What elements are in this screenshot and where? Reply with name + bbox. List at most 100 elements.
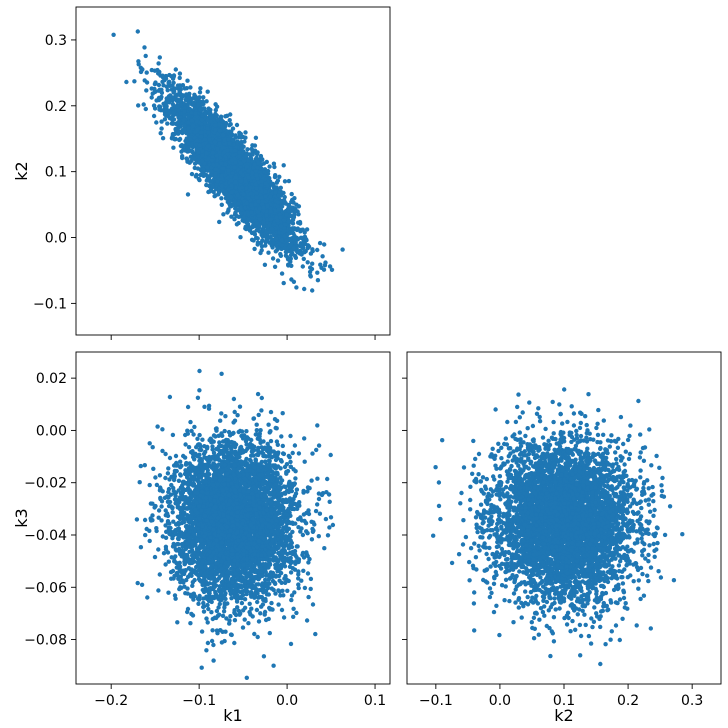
scatter-point — [172, 86, 177, 91]
scatter-point — [177, 136, 183, 142]
scatter-point — [278, 215, 283, 220]
scatter-point — [238, 210, 244, 216]
scatter-point — [241, 159, 247, 164]
scatter-point — [267, 222, 272, 228]
scatter-point — [136, 103, 141, 108]
scatter-point — [282, 194, 287, 200]
scatter-point — [235, 192, 240, 198]
scatter-point — [177, 71, 183, 76]
scatter-point — [213, 171, 218, 176]
scatter-point — [181, 117, 186, 123]
scatter-point — [301, 256, 306, 262]
scatter-point — [257, 217, 263, 222]
scatter-point — [228, 194, 234, 200]
scatter-point — [194, 138, 200, 143]
scatter-point — [259, 244, 265, 249]
scatter-point — [246, 158, 251, 163]
scatter-point — [267, 164, 272, 169]
scatter-point — [243, 130, 248, 135]
scatter-point — [292, 196, 297, 201]
scatter-point — [175, 97, 180, 102]
scatter-point — [182, 101, 187, 107]
scatter-point — [215, 117, 221, 123]
scatter-point — [233, 160, 238, 165]
scatter-point — [281, 218, 287, 223]
scatter-point — [263, 243, 268, 248]
scatter-point — [238, 235, 243, 240]
scatter-point — [255, 236, 260, 241]
scatter-point — [304, 227, 310, 232]
scatter-point — [149, 95, 154, 100]
scatter-point — [227, 118, 232, 123]
scatter-point — [275, 258, 281, 263]
scatter-point — [171, 74, 176, 79]
scatter-point — [213, 107, 218, 113]
scatter-point — [162, 117, 168, 122]
scatter-point — [206, 189, 211, 195]
scatter-point — [200, 102, 205, 107]
scatter-point — [238, 179, 244, 184]
scatter-point — [210, 144, 215, 149]
scatter-point — [192, 165, 197, 171]
scatter-point — [144, 70, 149, 75]
scatter-point — [238, 161, 244, 166]
scatter-point — [288, 227, 294, 232]
scatter-point — [212, 139, 218, 145]
scatter-point — [132, 79, 137, 84]
scatter-point — [253, 201, 258, 207]
scatter-point — [182, 109, 187, 114]
scatter-point — [210, 150, 216, 155]
scatter-point — [180, 154, 185, 159]
scatter-point — [245, 147, 250, 152]
scatter-point — [228, 178, 234, 183]
scatter-point — [243, 135, 248, 140]
scatter-point — [276, 207, 281, 212]
scatter-point — [322, 242, 327, 247]
scatter-point — [284, 238, 289, 243]
scatter-point — [209, 158, 215, 163]
scatter-point — [209, 179, 214, 184]
scatter-point — [258, 186, 263, 191]
scatter-point — [124, 79, 129, 85]
scatter-point — [256, 160, 261, 166]
scatter-point — [177, 75, 182, 81]
scatter-point — [273, 190, 278, 195]
scatter-point — [256, 199, 261, 204]
scatter-point — [288, 252, 294, 258]
scatter-point — [230, 126, 236, 131]
scatter-point — [277, 174, 282, 179]
scatter-point — [274, 180, 279, 185]
scatter-point — [289, 199, 294, 205]
scatter-point — [296, 212, 301, 217]
scatter-point — [265, 203, 270, 209]
scatter-point — [187, 137, 193, 142]
scatter-point — [156, 82, 162, 88]
scatter-point — [184, 86, 189, 91]
scatter-point — [216, 189, 222, 194]
scatter-point — [220, 165, 226, 171]
scatter-point — [294, 202, 299, 207]
scatter-point — [205, 126, 210, 131]
scatter-point — [223, 161, 228, 167]
scatter-point — [302, 286, 307, 292]
scatter-point — [239, 185, 245, 190]
scatter-point — [176, 130, 181, 136]
scatter-point — [199, 158, 205, 164]
scatter-point — [290, 218, 295, 223]
scatter-point — [272, 264, 278, 269]
scatter-point — [275, 200, 281, 205]
scatter-point — [210, 183, 215, 189]
scatter-point — [186, 126, 191, 131]
scatter-point — [282, 179, 288, 184]
scatter-point — [271, 161, 277, 166]
scatter-point — [209, 169, 214, 174]
scatter-point — [203, 133, 208, 139]
scatter-point — [189, 148, 195, 154]
scatter-point — [252, 246, 257, 252]
scatter-point — [294, 285, 299, 290]
scatter-point — [288, 205, 294, 210]
scatter-point — [300, 235, 305, 241]
scatter-point — [187, 106, 193, 112]
scatter-point — [288, 259, 293, 264]
scatter-point — [227, 141, 232, 146]
